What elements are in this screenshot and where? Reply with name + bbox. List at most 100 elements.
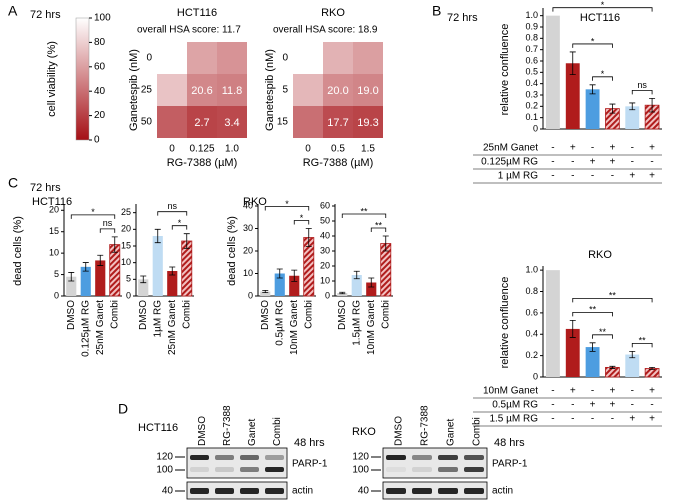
error-bar — [609, 365, 616, 369]
error-bar — [589, 342, 596, 352]
cell-label: 2.7 — [194, 117, 209, 129]
y-tick-label: 10 — [121, 257, 131, 267]
row-label: 0.125µM RG — [481, 157, 538, 168]
protein-label: actin — [492, 486, 513, 497]
lane-label: Combi — [472, 417, 483, 446]
error-bar — [111, 236, 118, 253]
heat-cell — [187, 106, 217, 138]
y-tick-label: 1.0 — [525, 265, 538, 275]
bracket — [99, 228, 116, 233]
cell-label: 3.4 — [224, 117, 239, 129]
heat-cell — [187, 74, 217, 106]
y-tick-label: 20 — [49, 205, 59, 215]
protein-label: actin — [292, 486, 313, 497]
treatment-mark: + — [590, 157, 596, 168]
axis-label: Ganetespib (nM) — [128, 49, 140, 131]
bar — [66, 276, 77, 296]
x-tick-label: 0.125µM RG — [80, 300, 91, 357]
band — [240, 488, 259, 494]
band — [464, 467, 484, 472]
band — [215, 455, 234, 460]
lane-label: Ganet — [247, 419, 258, 446]
y-tick-label: 50 — [320, 215, 330, 225]
cell-line: HCT116 — [138, 422, 178, 434]
error-bar — [649, 366, 656, 370]
blot — [382, 481, 488, 500]
treatment-mark: - — [551, 414, 554, 425]
bracket-label: ** — [375, 220, 383, 230]
treatment-mark: + — [649, 414, 655, 425]
annotation: 72 hrs — [30, 9, 61, 21]
y-tick-label: 0.2 — [525, 350, 538, 360]
chart-title: HCT116 — [580, 12, 620, 24]
x-tick-label: 0 — [169, 144, 175, 155]
y-tick-label: 40 — [320, 230, 330, 240]
panel-label: D — [118, 401, 128, 417]
band — [265, 467, 284, 472]
band — [190, 467, 209, 472]
bracket-label: ** — [609, 291, 617, 301]
bar — [260, 291, 271, 296]
tick-label: 40 — [94, 86, 106, 97]
protein-label: PARP-1 — [292, 459, 328, 470]
bracket-label: * — [601, 69, 605, 79]
y-tick-label: 25 — [141, 85, 153, 96]
heat-cell — [323, 42, 353, 74]
error-bar — [609, 103, 616, 114]
treatment-mark: - — [591, 414, 594, 425]
treatment-mark: - — [631, 157, 634, 168]
y-tick-label: 1.0 — [525, 10, 538, 20]
y-tick-label: 0 — [533, 123, 538, 133]
cell-label: 20.6 — [191, 85, 212, 97]
heat-cell — [323, 74, 353, 106]
x-tick-label: 25nM Ganet — [167, 300, 178, 355]
x-tick-label: 25nM Ganet — [95, 300, 106, 355]
bar — [80, 266, 91, 296]
axis-label: relative confluence — [499, 24, 511, 116]
y-tick-label: 15 — [121, 240, 131, 250]
heat-cell — [353, 42, 383, 74]
bar — [366, 282, 377, 296]
error-bar — [649, 98, 656, 113]
bracket-label: ** — [599, 327, 607, 337]
band — [240, 467, 259, 472]
error-bar — [169, 266, 176, 276]
tick-label: 60 — [94, 61, 106, 72]
treatment-mark: - — [551, 171, 554, 182]
treatment-mark: + — [609, 386, 615, 397]
lane-label: DMSO — [197, 416, 208, 446]
tick-label: 20 — [94, 110, 106, 121]
cell-label: 20.0 — [327, 85, 348, 97]
treatment-mark: + — [649, 386, 655, 397]
bar — [585, 89, 600, 129]
error-bar — [140, 275, 147, 284]
treatment-mark: + — [629, 171, 635, 182]
heat-cell — [293, 74, 323, 106]
y-tick-label: 0 — [126, 290, 131, 300]
band — [265, 488, 284, 494]
bracket — [171, 225, 188, 230]
y-tick-label: 20 — [121, 224, 131, 234]
error-bar — [629, 350, 636, 359]
bar — [167, 271, 178, 296]
marker-label: 40 — [358, 486, 370, 497]
heat-cell — [353, 74, 383, 106]
treatment-mark: + — [609, 400, 615, 411]
y-tick-label: 0.9 — [525, 21, 538, 31]
cell-label: 11.8 — [222, 85, 243, 97]
chart-title: RKO — [321, 7, 345, 19]
marker-label: 120 — [156, 452, 173, 463]
bracket — [572, 311, 613, 317]
y-tick-label: 30 — [320, 245, 330, 255]
tick-label: 80 — [94, 37, 106, 48]
bar — [351, 275, 362, 296]
cell-label: 19.3 — [357, 117, 378, 129]
bracket-label: * — [91, 207, 95, 217]
axis-label: RG-7388 (µM) — [303, 157, 374, 169]
bar — [545, 270, 560, 377]
bracket-label: ns — [637, 80, 647, 90]
bracket-label: ** — [589, 305, 597, 315]
bar — [289, 275, 300, 296]
tick-label: 0 — [94, 135, 100, 146]
